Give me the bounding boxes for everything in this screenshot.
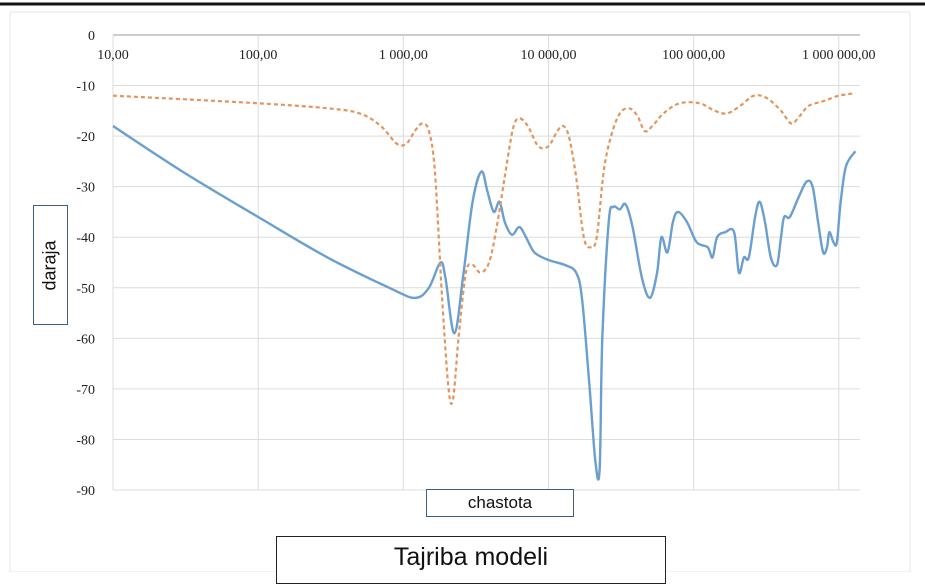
y-axis-label: daraja [40,239,61,291]
x-tick-label: 100,00 [239,48,278,63]
y-tick-label: -40 [76,231,95,246]
chart-frame [9,11,911,572]
x-tick-labels: 10,00 100,00 1 000,00 10 000,00 100 000,00 1 … [97,48,875,63]
x-tick-label: 1 000,00 [379,48,428,63]
x-tick-label: 10 000,00 [520,48,576,63]
series-line-dashed [112,92,856,406]
chart-caption: Tajriba modeli [393,543,549,571]
y-tick-label: -10 [76,80,95,95]
series-lines [112,92,857,481]
x-tick-label: 10,00 [97,48,129,63]
grid [112,34,860,491]
y-tick-label: -60 [76,332,95,347]
x-tick-label: 100 000,00 [662,48,725,63]
y-tick-label: 0 [88,29,95,44]
y-tick-label: -20 [76,130,95,145]
y-tick-label: -50 [76,282,95,297]
y-tick-label: -90 [76,484,95,499]
x-axis-label: chastota [467,493,533,512]
x-tick-label: 1 000 000,00 [802,48,876,63]
y-axis-label-box: daraja [33,205,68,325]
chart: 10,00 100,00 1 000,00 10 000,00 100 000,00 1 … [0,2,925,572]
caption-box: Tajriba modeli [276,536,666,584]
y-tick-labels: 0 -10 -20 -30 -40 -50 -60 -70 -80 -90 [76,29,95,499]
series-line-solid [112,124,857,481]
y-tick-label: -30 [76,181,95,196]
y-tick-label: -80 [76,433,95,448]
x-axis-label-box: chastota [426,489,574,517]
y-tick-label: -70 [76,383,95,398]
